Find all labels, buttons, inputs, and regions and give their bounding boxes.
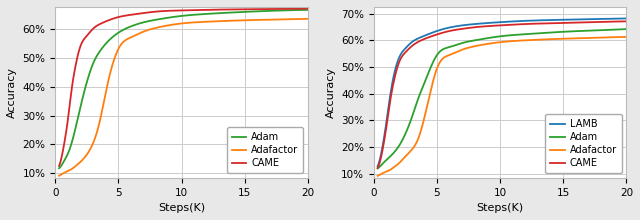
Line: CAME: CAME	[378, 21, 627, 168]
CAME	[235, 8, 243, 11]
CAME	[623, 20, 630, 23]
LAMB	[555, 18, 563, 21]
LAMB	[472, 23, 480, 25]
CAME	[404, 49, 412, 51]
Adam	[472, 39, 480, 41]
LAMB	[374, 165, 381, 168]
CAME	[531, 22, 538, 25]
Adam	[212, 12, 220, 15]
Line: LAMB: LAMB	[378, 18, 627, 166]
CAME	[136, 12, 144, 15]
CAME	[472, 26, 480, 28]
Adam	[304, 9, 312, 11]
Adam	[374, 167, 381, 170]
CAME	[455, 28, 463, 31]
Adafactor	[555, 38, 563, 40]
Adafactor	[472, 45, 480, 47]
Adam	[236, 11, 244, 13]
Adam	[531, 32, 538, 35]
LAMB	[455, 25, 463, 27]
Adafactor	[623, 35, 630, 38]
Adafactor	[236, 19, 244, 22]
CAME	[304, 7, 312, 10]
LAMB	[554, 18, 561, 21]
Line: Adam: Adam	[378, 29, 627, 169]
X-axis label: Steps(K): Steps(K)	[477, 203, 524, 213]
Line: Adafactor: Adafactor	[378, 37, 627, 176]
Adam	[404, 127, 412, 130]
Legend: Adam, Adafactor, CAME: Adam, Adafactor, CAME	[227, 127, 303, 173]
Line: Adam: Adam	[59, 10, 308, 168]
Adafactor	[212, 20, 220, 23]
Adafactor	[374, 175, 381, 177]
CAME	[236, 8, 244, 11]
Adafactor	[304, 18, 312, 20]
Adam	[455, 43, 463, 45]
Adafactor	[455, 50, 463, 52]
CAME	[85, 32, 93, 35]
Adafactor	[235, 19, 243, 22]
Adafactor	[531, 38, 538, 41]
Adam	[85, 74, 93, 76]
CAME	[55, 165, 63, 167]
Adafactor	[554, 38, 561, 40]
LAMB	[623, 17, 630, 20]
LAMB	[404, 45, 412, 47]
Legend: LAMB, Adam, Adafactor, CAME: LAMB, Adam, Adafactor, CAME	[545, 114, 621, 173]
Adafactor	[85, 150, 93, 153]
Adam	[235, 11, 243, 13]
Adam	[154, 18, 161, 21]
Adam	[554, 31, 561, 33]
CAME	[374, 167, 381, 169]
Y-axis label: Accuracy: Accuracy	[7, 67, 17, 118]
X-axis label: Steps(K): Steps(K)	[158, 203, 205, 213]
Adafactor	[404, 153, 412, 156]
CAME	[555, 22, 563, 24]
LAMB	[531, 19, 538, 22]
CAME	[154, 10, 161, 13]
Adam	[55, 167, 63, 170]
Line: CAME: CAME	[59, 9, 308, 166]
Adam	[623, 28, 630, 30]
Adafactor	[136, 32, 144, 34]
Adam	[555, 31, 563, 33]
Line: Adafactor: Adafactor	[59, 19, 308, 176]
CAME	[554, 22, 561, 24]
Adafactor	[55, 174, 63, 177]
Adafactor	[154, 26, 161, 29]
CAME	[212, 8, 220, 11]
Adam	[136, 22, 144, 25]
Y-axis label: Accuracy: Accuracy	[326, 67, 335, 118]
